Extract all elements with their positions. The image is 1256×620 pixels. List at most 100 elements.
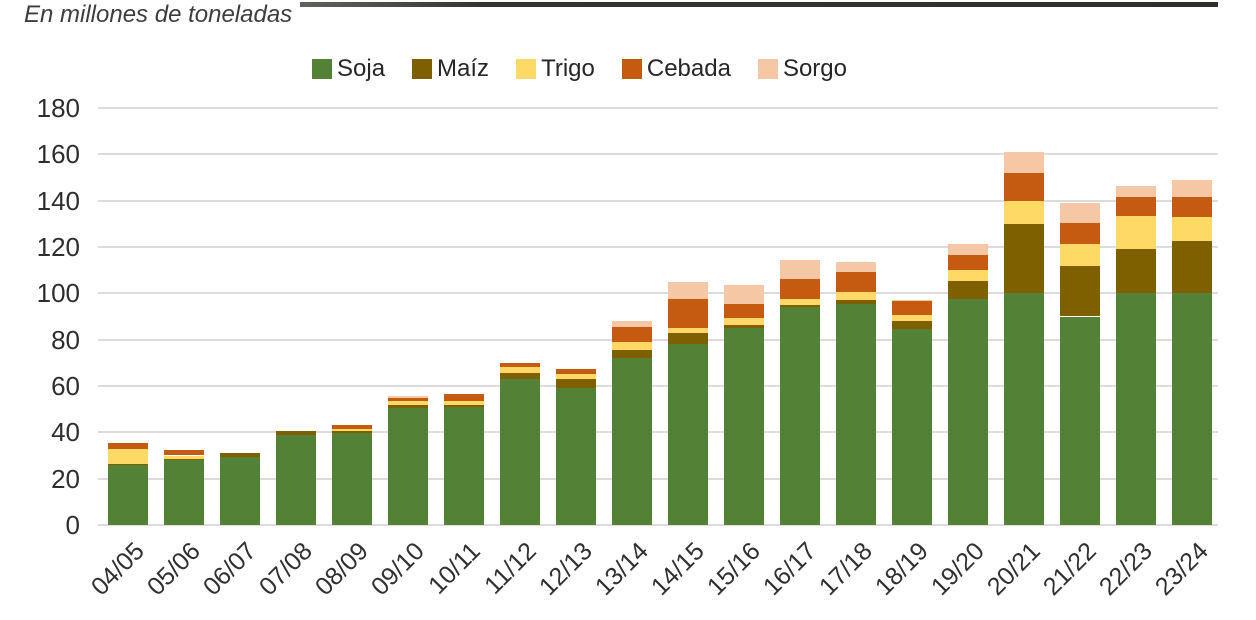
bar-segment-cebada [1171,197,1212,217]
bar-segment-cebada [1059,222,1100,244]
gridline [98,385,1218,387]
legend-label: Trigo [541,55,595,82]
bar-segment-soja [219,456,260,525]
bar-segment-sorgo [1003,152,1044,173]
gridline [98,477,1218,480]
bar-segment-trigo [499,367,540,374]
bar-segment-maíz [835,300,876,304]
y-tick-label: 100 [36,278,80,309]
legend-item: Cebada [621,55,731,83]
bar-segment-cebada [667,299,708,329]
legend-label: Soja [337,55,386,82]
y-tick-label: 80 [51,324,80,355]
bar-segment-trigo [443,401,484,405]
bar-segment-trigo [779,299,820,305]
chart-legend: Soja Maíz Trigo Cebada Sorgo [312,55,847,83]
bar-segment-maíz [499,373,540,380]
bar-segment-sorgo [667,281,708,300]
bar-segment-soja [947,299,988,525]
bar-segment-sorgo [723,285,764,304]
legend-label: Maíz [437,55,490,82]
legend-item: Sorgo [757,55,847,83]
bar-segment-trigo [667,328,708,333]
bar-segment-sorgo [1171,179,1212,198]
y-tick-label: 40 [51,417,80,448]
gridline [98,107,1218,109]
bar-segment-maíz [275,431,316,435]
bar-segment-cebada [387,397,428,402]
bar-segment-maíz [947,280,988,300]
legend-swatch-maíz [412,59,433,79]
gridline [98,292,1218,295]
bar-segment-soja [1115,293,1156,525]
bar-segment-cebada [443,394,484,402]
gridline [98,524,1218,526]
bar-segment-maíz [1059,265,1100,317]
y-tick-label: 0 [65,510,80,540]
legend-item: Maíz [412,55,489,83]
bar-segment-maíz [667,332,708,345]
bar-segment-cebada [107,442,148,449]
bar-segment-cebada [499,362,540,368]
bar-segment-trigo [387,401,428,405]
bar-segment-sorgo [1059,202,1100,223]
bar-segment-trigo [723,317,764,325]
y-tick-label: 20 [51,463,80,494]
bar-segment-sorgo [387,396,428,398]
bar-segment-sorgo [611,321,652,327]
bar-segment-maíz [1171,241,1212,294]
bar-segment-soja [443,406,484,525]
bar-segment-maíz [1003,223,1044,294]
bar-segment-cebada [779,279,820,300]
bar-segment-soja [275,434,316,525]
gridline [98,246,1218,248]
legend-swatch-sorgo [757,59,778,79]
legend-swatch-cebada [621,59,642,79]
gridline [98,431,1218,434]
bar-segment-soja [1171,293,1212,525]
legend-item: Trigo [516,55,595,83]
bar-segment-maíz [443,404,484,407]
bar-segment-maíz [163,458,204,461]
legend-label: Cebada [646,55,731,82]
bar-segment-sorgo [947,243,988,256]
bar-segment-cebada [947,255,988,271]
bar-segment-maíz [779,304,820,308]
gridline [98,338,1218,341]
bar-segment-trigo [835,292,876,301]
legend-swatch-soja [312,59,332,79]
bar-segment-soja [387,408,428,525]
bar-segment-trigo [331,428,372,432]
bar-segment-cebada [723,303,764,318]
bar-segment-maíz [723,324,764,329]
bar-segment-cebada [1115,197,1156,216]
bar-segment-maíz [107,463,148,465]
bar-segment-sorgo [1115,185,1156,198]
chart-title: En millones de toneladas [24,1,293,28]
bar-segment-trigo [611,341,652,351]
bar-segment-maíz [387,404,428,408]
top-border-line [300,2,1218,7]
bar-segment-cebada [891,301,932,316]
bar-segment-trigo [555,374,596,380]
y-tick-label: 160 [36,139,80,170]
legend-item: Soja [312,55,385,83]
bar-segment-sorgo [891,300,932,302]
bar-segment-maíz [219,453,260,457]
bar-segment-maíz [611,350,652,359]
bar-segment-soja [1059,316,1100,525]
bar-segment-soja [891,329,932,525]
legend-label: Sorgo [782,55,847,82]
bar-segment-maíz [331,431,372,434]
bar-segment-sorgo [779,259,820,280]
bar-segment-sorgo [835,262,876,273]
y-tick-label: 60 [51,371,80,401]
bar-segment-cebada [331,425,372,429]
y-tick-label: 180 [36,93,80,123]
bar-segment-trigo [947,270,988,281]
bar-segment-trigo [1059,243,1100,266]
bar-segment-soja [499,379,540,525]
bar-segment-trigo [1003,200,1044,224]
bar-segment-cebada [163,449,204,456]
